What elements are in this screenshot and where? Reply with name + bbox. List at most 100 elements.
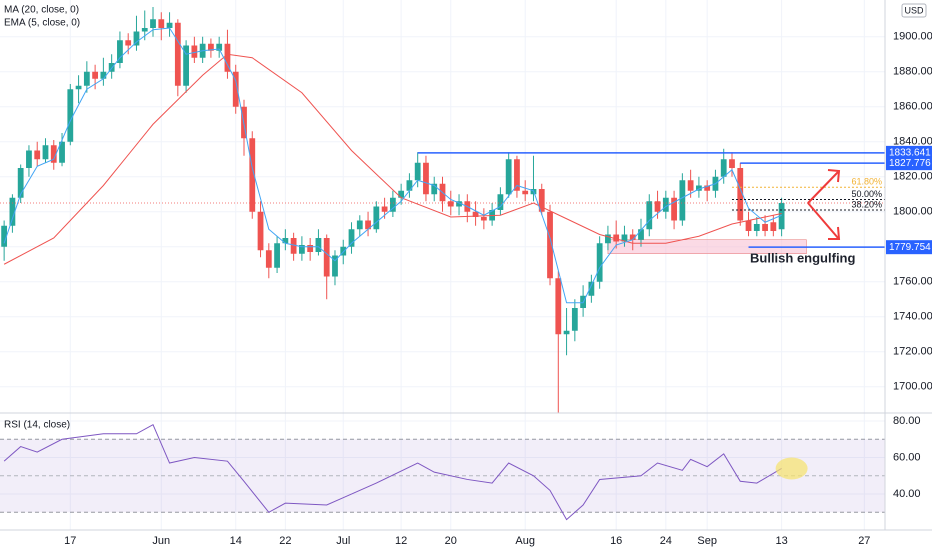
candle-body (514, 159, 520, 191)
rsi-line (3, 423, 782, 521)
fib-label: 61.80% (851, 177, 882, 187)
candle-body (208, 43, 214, 51)
x-tick-label: Aug (515, 535, 535, 547)
candle-body (108, 63, 115, 72)
candle-body (671, 197, 677, 221)
candle-body (257, 211, 264, 251)
candle-body (679, 180, 686, 221)
arrow-up (807, 171, 839, 204)
candle-body (555, 278, 562, 335)
arrow-down (807, 202, 839, 239)
candle-body (472, 211, 479, 217)
level-label: 1833.641 (889, 148, 931, 159)
candle-body (745, 220, 752, 231)
rsi-tick-label: 80.00 (893, 415, 921, 427)
x-tick-label: 24 (660, 535, 672, 547)
y-tick-label: 1800.000 (893, 206, 932, 218)
candle-body (356, 220, 363, 230)
marks (0, 7, 885, 521)
candle-body (563, 330, 570, 335)
candle-body (133, 31, 140, 46)
level-label: 1827.776 (889, 158, 931, 169)
x-tick-label: Jun (152, 535, 170, 547)
candle-body (381, 206, 388, 212)
x-tick-label: 20 (445, 535, 457, 547)
candle-body (646, 201, 653, 230)
candle-body (141, 28, 148, 32)
candle-body (348, 229, 355, 247)
candle-body (522, 190, 529, 195)
candle-body (232, 71, 239, 107)
candle-body (92, 71, 99, 79)
candle-body (191, 45, 198, 58)
x-tick-label: 16 (610, 535, 622, 547)
candle-body (414, 162, 421, 181)
candle-body (26, 150, 32, 168)
candle-body (571, 308, 578, 331)
candle-body (505, 159, 512, 195)
candle-body (729, 159, 735, 168)
candle-body (547, 211, 553, 279)
candle-body (613, 234, 620, 242)
candle-body (1, 225, 8, 247)
candle-body (456, 201, 462, 207)
candle-body (9, 197, 16, 226)
candle-body (629, 234, 636, 240)
candle-body (737, 168, 744, 221)
candle-body (654, 201, 661, 212)
candle-body (762, 224, 768, 231)
arrow-down-head (828, 226, 841, 240)
legend-ema: EMA (5, close, 0) (4, 18, 80, 29)
rsi-tick-label: 60.00 (893, 451, 921, 463)
candle-body (662, 197, 669, 212)
candle-body (323, 238, 330, 277)
y-tick-label: 1740.000 (893, 311, 932, 323)
candle-body (307, 245, 314, 252)
candle-body (373, 206, 380, 230)
candle-body (778, 203, 785, 230)
candle-body (290, 238, 297, 254)
level-label: 1779.754 (889, 242, 931, 253)
candle-body (398, 190, 405, 198)
candle-body (753, 224, 760, 231)
candle-body (431, 183, 438, 195)
line-series (3, 27, 782, 304)
candle-body (158, 19, 165, 28)
x-tick-label: 17 (64, 535, 76, 547)
candle-body (605, 234, 611, 244)
x-tick-label: 14 (230, 535, 242, 547)
candle-body (117, 40, 123, 63)
legend-rsi: RSI (14, close) (4, 420, 70, 431)
candle-body (340, 246, 347, 256)
candle-body (265, 250, 272, 268)
candle-body (83, 71, 90, 86)
candle-body (42, 145, 49, 160)
candle-body (274, 243, 280, 268)
candle-body (59, 141, 65, 163)
candle-body (406, 180, 413, 191)
candle-body (588, 281, 595, 296)
x-tick-label: Sep (697, 535, 717, 547)
y-tick-label: 1760.000 (893, 276, 932, 288)
rsi-tick-label: 40.00 (893, 488, 921, 500)
x-tick-label: Jul (336, 535, 350, 547)
candle-body (125, 40, 132, 46)
x-tick-label: 22 (279, 535, 291, 547)
line-series (3, 53, 782, 265)
y-tick-label: 1860.000 (893, 101, 932, 113)
fib-label: 50.00% (851, 189, 882, 199)
candle-body (67, 89, 74, 142)
level-tag (886, 156, 932, 171)
candle-body (423, 162, 429, 195)
candle-body (687, 180, 694, 191)
candle-body (538, 189, 545, 212)
candle-body (298, 245, 305, 254)
candle-body (249, 138, 256, 212)
candle-body (332, 255, 338, 277)
candle-body (365, 220, 371, 230)
y-tick-label: 1840.000 (893, 136, 932, 148)
candle-body (770, 222, 777, 231)
candle-body (596, 243, 603, 282)
